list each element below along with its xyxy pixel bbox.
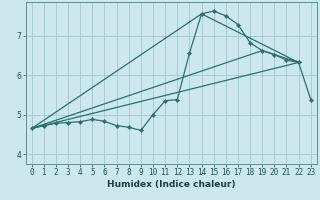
X-axis label: Humidex (Indice chaleur): Humidex (Indice chaleur): [107, 180, 236, 189]
